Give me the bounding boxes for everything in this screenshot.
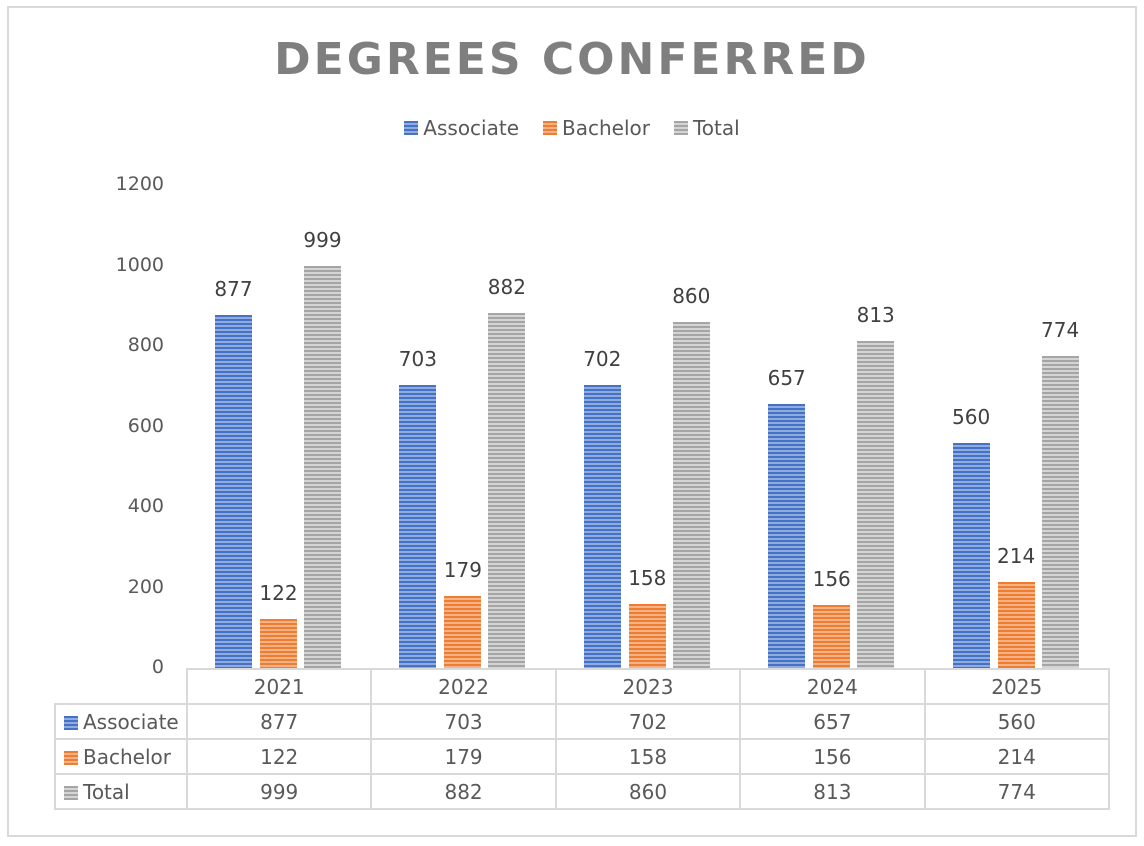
data-label: 156 — [812, 567, 851, 592]
table-cell: 882 — [370, 773, 557, 810]
table-header-cell: 2021 — [185, 668, 373, 705]
total-swatch-icon — [64, 785, 78, 800]
data-label: 860 — [672, 283, 711, 308]
data-label: 774 — [1041, 318, 1080, 343]
y-tick-label: 1000 — [115, 253, 164, 276]
table-row: Bachelor 122 179 158 156 214 — [54, 738, 1110, 775]
data-label: 882 — [487, 274, 526, 299]
table-header-cell: 2024 — [739, 668, 926, 705]
table-cell: 813 — [739, 773, 926, 810]
bar-total-2022 — [488, 312, 526, 668]
table-cell: 657 — [739, 703, 926, 740]
table-header-cell: 2022 — [370, 668, 557, 705]
data-label: 703 — [398, 347, 437, 372]
row-header-total: Total — [54, 773, 188, 810]
legend-item-total: Total — [673, 116, 740, 140]
bar-associate-2025 — [952, 442, 990, 668]
legend-item-associate: Associate — [404, 116, 519, 140]
table-cell: 122 — [185, 738, 373, 775]
data-label: 877 — [214, 277, 253, 301]
bar-associate-2021 — [215, 315, 252, 668]
table-cell: 179 — [370, 738, 557, 775]
table-row: Total 999 882 860 813 774 — [54, 773, 1110, 810]
bar-bachelor-2023 — [628, 604, 666, 668]
y-tick-label: 400 — [127, 495, 164, 517]
row-header-associate: Associate — [54, 703, 188, 740]
bar-bachelor-2021 — [260, 618, 297, 668]
data-label: 158 — [628, 566, 667, 591]
row-label: Associate — [83, 709, 179, 734]
chart-title: DEGREES CONFERRED — [274, 34, 870, 85]
data-label: 179 — [443, 557, 482, 582]
y-tick-label: 200 — [127, 575, 164, 598]
bar-total-2024 — [857, 340, 895, 668]
associate-swatch-icon — [404, 121, 419, 135]
table-cell: 158 — [554, 738, 742, 775]
bachelor-swatch-icon — [64, 750, 78, 765]
row-label: Bachelor — [83, 744, 171, 769]
bar-total-2023 — [672, 321, 710, 668]
data-table: 2021 2022 2023 2024 2025 Associate 877 7… — [54, 668, 1110, 810]
row-header-bachelor: Bachelor — [54, 738, 188, 775]
bar-associate-2023 — [583, 385, 621, 668]
legend-label: Bachelor — [562, 116, 650, 140]
bar-bachelor-2025 — [997, 581, 1035, 668]
legend-label: Associate — [423, 116, 520, 140]
table-row: Associate 877 703 702 657 560 — [54, 703, 1110, 740]
table-cell: 214 — [923, 738, 1110, 775]
table-cell: 877 — [185, 703, 373, 740]
y-tick-label: 600 — [127, 414, 164, 437]
total-swatch-icon — [673, 121, 688, 135]
table-cell: 156 — [739, 738, 926, 775]
data-label: 702 — [583, 347, 622, 372]
data-label: 999 — [303, 227, 342, 252]
bar-total-2025 — [1041, 356, 1079, 668]
legend-item-bachelor: Bachelor — [543, 116, 650, 140]
table-cell: 703 — [370, 703, 557, 740]
data-label: 813 — [856, 302, 895, 327]
bar-bachelor-2024 — [813, 605, 851, 668]
bachelor-swatch-icon — [543, 121, 558, 135]
bar-associate-2024 — [768, 403, 806, 668]
table-cell: 860 — [554, 773, 742, 810]
associate-swatch-icon — [64, 715, 78, 730]
table-cell: 774 — [923, 773, 1110, 810]
bar-bachelor-2022 — [444, 595, 482, 668]
table-cell: 702 — [554, 703, 742, 740]
table-cell: 999 — [185, 773, 373, 810]
bar-total-2021 — [304, 265, 341, 668]
bar-associate-2022 — [399, 385, 437, 668]
table-corner — [55, 669, 188, 705]
table-header-row: 2021 2022 2023 2024 2025 — [55, 668, 1110, 705]
row-label: Total — [83, 779, 130, 804]
table-header-cell: 2023 — [554, 668, 742, 705]
legend-label: Total — [692, 116, 740, 140]
data-label: 657 — [767, 365, 806, 390]
data-label: 214 — [997, 543, 1036, 568]
chart-legend: Associate Bachelor Total — [0, 116, 1144, 140]
y-tick-label: 800 — [127, 334, 164, 356]
data-label: 560 — [952, 404, 991, 429]
table-cell: 560 — [923, 703, 1110, 740]
table-header-cell: 2025 — [923, 668, 1110, 705]
data-label: 122 — [259, 580, 298, 605]
y-tick-label: 1200 — [115, 173, 164, 195]
